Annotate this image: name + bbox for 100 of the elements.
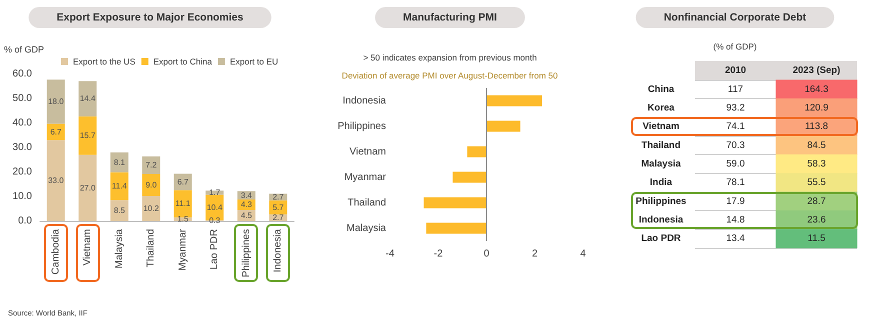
bar <box>110 152 128 172</box>
bar <box>46 124 65 140</box>
data-label: 6.7 <box>50 127 62 136</box>
data-label: 4.5 <box>240 210 252 220</box>
bar <box>142 196 160 221</box>
data-label: 74.1 <box>726 121 745 132</box>
bar <box>78 154 97 221</box>
y-tick-label: Myanmar <box>344 172 387 183</box>
data-label: 28.7 <box>807 196 826 207</box>
bar <box>426 222 486 234</box>
data-label: 7.2 <box>146 160 158 170</box>
y-tick-label: Philippines <box>636 196 686 207</box>
bar <box>142 174 160 196</box>
data-label: 18.0 <box>48 97 64 106</box>
x-tick-label: Vietnam <box>82 229 94 266</box>
data-label: 84.5 <box>807 140 826 151</box>
data-label: 14.4 <box>80 94 96 104</box>
bar <box>46 140 65 221</box>
data-label: 55.5 <box>807 177 826 188</box>
data-label: 13.4 <box>726 233 745 244</box>
chart-subtitle: (% of GDP) <box>713 42 757 52</box>
chart-title: Nonfinancial Corporate Debt <box>664 12 807 24</box>
text: Deviation of average PMI over August-December from 50 <box>342 70 558 80</box>
bar <box>142 156 160 174</box>
y-tick-label: 40.0 <box>12 118 32 128</box>
bar <box>174 174 192 190</box>
data-label: 2.7 <box>272 192 284 202</box>
y-tick-label: Thailand <box>641 140 681 151</box>
data-label: 23.6 <box>807 214 826 226</box>
data-label: 11.5 <box>808 233 826 244</box>
y-tick-label: India <box>650 177 673 188</box>
chart-title: Export Exposure to Major Economies <box>56 12 244 24</box>
data-label: 117 <box>728 84 744 95</box>
bar <box>486 120 520 132</box>
x-tick-label: Malaysia <box>114 228 125 268</box>
data-label: 11.4 <box>112 182 128 191</box>
data-label: 15.7 <box>80 131 96 140</box>
bar <box>110 172 128 200</box>
data-label: 17.9 <box>726 196 745 207</box>
data-label: 6.7 <box>177 177 189 186</box>
x-tick-label: Lao PDR <box>209 229 220 270</box>
y-tick-label: Vietnam <box>642 121 680 132</box>
y-tick-label: Malaysia <box>641 158 682 170</box>
y-tick-label: 60.0 <box>12 68 32 80</box>
y-tick-label: 10.0 <box>12 191 32 202</box>
bar <box>452 172 486 183</box>
bar <box>78 81 97 116</box>
data-label: 59.0 <box>726 158 745 170</box>
x-tick-label: Cambodia <box>50 228 62 275</box>
bar <box>467 146 486 158</box>
chart-subtitle: > 50 indicates expansion from previous month <box>363 52 538 62</box>
data-label: 164.3 <box>804 84 828 95</box>
y-tick-label: Thailand <box>348 197 386 208</box>
data-label: 14.8 <box>726 214 745 226</box>
x-tick-label: 0 <box>484 248 490 260</box>
bar <box>174 190 192 218</box>
bar <box>486 95 542 106</box>
x-tick-label: 2023 (Sep) <box>792 65 840 76</box>
data-label: 10.4 <box>206 203 223 212</box>
data-label: 9.0 <box>146 180 158 190</box>
x-tick-label: -4 <box>386 248 395 260</box>
data-label: 5.7 <box>272 202 284 212</box>
y-tick-label: 30.0 <box>12 142 32 153</box>
bar <box>424 197 486 208</box>
legend-label: Export to EU <box>230 56 278 66</box>
legend-label: Export to China <box>153 56 212 66</box>
data-label: 70.3 <box>726 140 745 151</box>
x-tick-label: 2 <box>532 248 538 260</box>
data-label: 33.0 <box>48 176 64 186</box>
bar <box>46 80 65 124</box>
data-label: 1.7 <box>209 188 221 198</box>
x-tick-label: 2010 <box>724 65 746 76</box>
chart-title: Manufacturing PMI <box>403 12 498 24</box>
y-tick-label: Korea <box>648 102 676 114</box>
y-tick-label: Indonesia <box>638 214 684 226</box>
data-label: 58.3 <box>807 158 826 170</box>
data-label: 4.3 <box>240 200 252 210</box>
data-label: 10.2 <box>143 204 160 214</box>
y-tick-label: China <box>648 84 675 95</box>
y-tick-label: Vietnam <box>349 146 386 158</box>
x-tick-label: Philippines <box>240 229 252 278</box>
bar <box>110 200 128 221</box>
data-label: 2.7 <box>272 213 284 222</box>
y-tick-label: 20.0 <box>12 166 32 178</box>
legend-label: Export to the US <box>73 56 136 66</box>
data-label: 11.1 <box>175 199 191 208</box>
y-axis-title: % of GDP <box>4 44 44 54</box>
y-tick-label: 0.0 <box>18 216 32 226</box>
data-label: 8.1 <box>114 158 126 167</box>
data-label: 1.5 <box>177 214 189 224</box>
data-label: 3.4 <box>240 190 252 200</box>
y-tick-label: Philippines <box>338 120 386 132</box>
data-label: 27.0 <box>80 183 96 192</box>
data-label: 8.5 <box>114 206 126 216</box>
x-tick-label: Thailand <box>146 229 157 268</box>
x-tick-label: 4 <box>580 248 586 260</box>
y-tick-label: Indonesia <box>342 95 386 106</box>
y-tick-label: 50.0 <box>12 93 32 104</box>
x-tick-label: Myanmar <box>177 228 188 271</box>
x-tick-label: Indonesia <box>272 228 284 272</box>
